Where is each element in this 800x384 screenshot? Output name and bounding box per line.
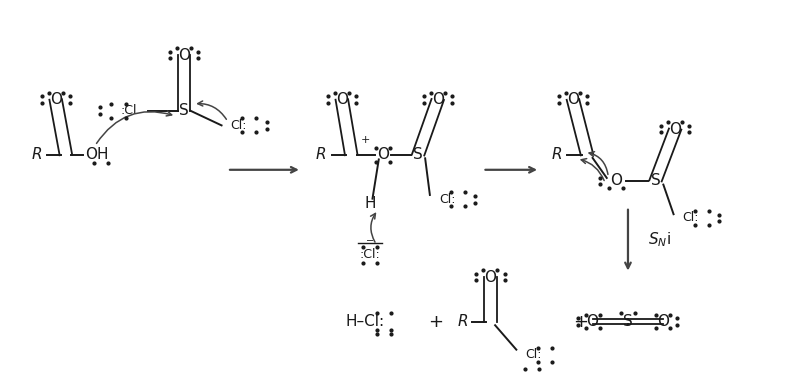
Text: +: +	[361, 135, 370, 145]
Text: OH: OH	[86, 147, 109, 162]
Text: O: O	[658, 314, 670, 329]
Text: O: O	[178, 48, 190, 63]
Text: O: O	[567, 92, 579, 107]
Text: O: O	[669, 122, 681, 137]
Text: S: S	[179, 103, 189, 118]
Text: R: R	[31, 147, 42, 162]
Text: Cl:: Cl:	[526, 348, 542, 361]
Text: S: S	[650, 174, 660, 189]
Text: +: +	[574, 313, 588, 331]
Text: O: O	[586, 314, 598, 329]
Text: S: S	[623, 314, 633, 329]
Text: H: H	[364, 195, 376, 210]
Text: O: O	[336, 92, 348, 107]
Text: :Cl: :Cl	[121, 104, 137, 117]
Text: O: O	[50, 92, 62, 107]
Text: Cl:: Cl:	[230, 119, 247, 132]
Text: O: O	[377, 147, 389, 162]
Text: S: S	[414, 147, 423, 162]
Text: O: O	[485, 270, 497, 285]
Text: O: O	[432, 92, 444, 107]
Text: R: R	[458, 314, 468, 329]
Text: −: −	[366, 236, 374, 246]
Text: +: +	[428, 313, 443, 331]
Text: R: R	[552, 147, 562, 162]
Text: $S_N$i: $S_N$i	[648, 231, 670, 250]
Text: O: O	[610, 174, 622, 189]
Text: R: R	[316, 147, 326, 162]
Text: :Cl:: :Cl:	[360, 248, 381, 262]
Text: Cl:: Cl:	[439, 193, 455, 206]
Text: Cl:: Cl:	[682, 212, 699, 224]
Text: H–Cl:: H–Cl:	[345, 314, 384, 329]
